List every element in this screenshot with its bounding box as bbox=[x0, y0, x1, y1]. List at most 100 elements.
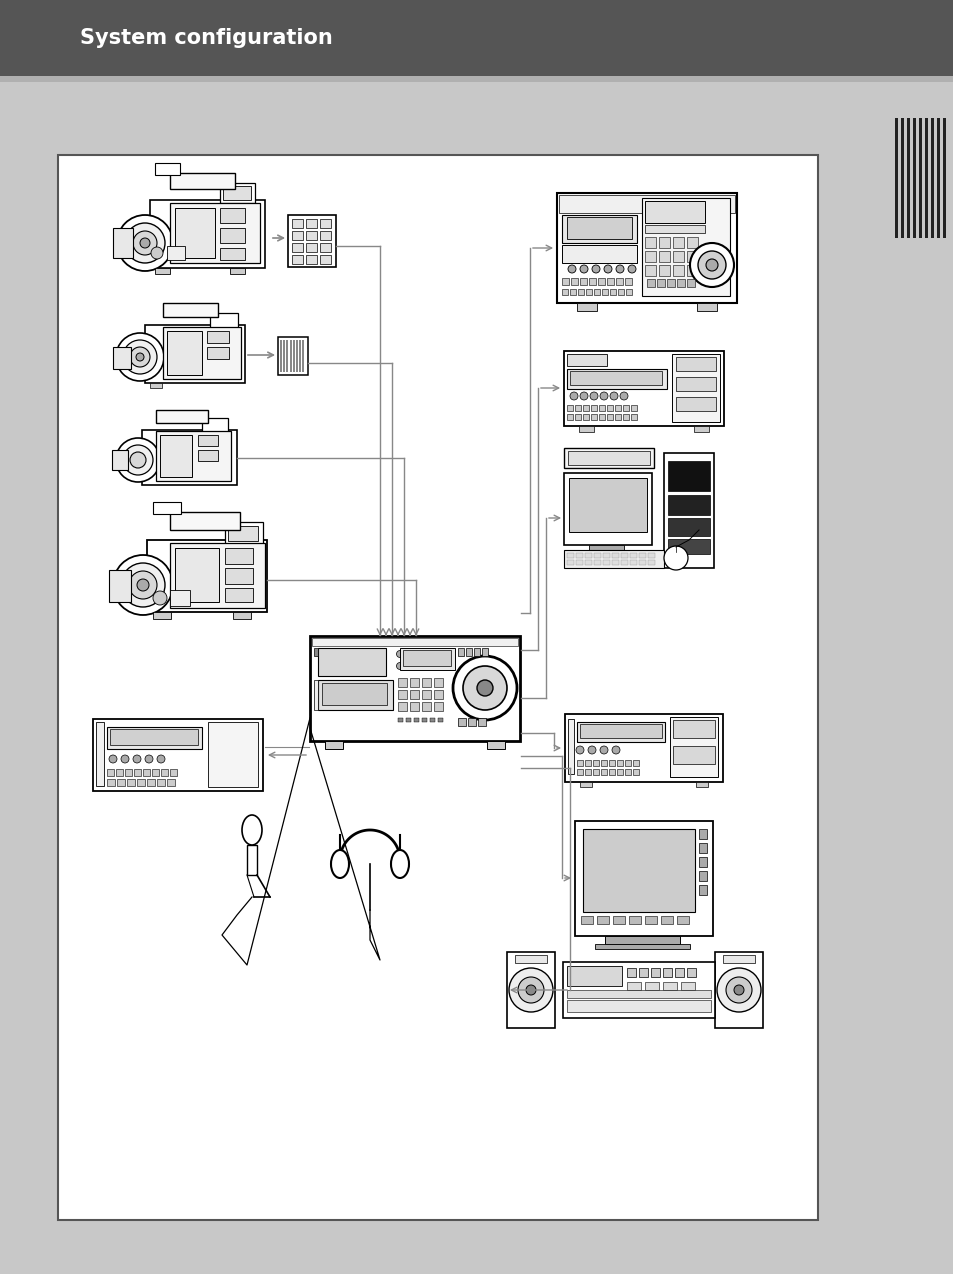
Bar bbox=[672, 747, 714, 764]
Bar bbox=[686, 237, 698, 248]
Bar bbox=[676, 397, 716, 412]
Circle shape bbox=[689, 243, 733, 287]
Bar bbox=[676, 377, 716, 391]
Bar bbox=[220, 183, 254, 203]
Bar bbox=[566, 369, 666, 389]
Circle shape bbox=[109, 755, 117, 763]
Bar bbox=[569, 289, 576, 296]
Bar bbox=[225, 522, 263, 544]
Bar bbox=[174, 548, 219, 603]
Bar bbox=[145, 325, 245, 383]
Circle shape bbox=[125, 223, 165, 262]
Circle shape bbox=[567, 265, 576, 273]
Bar bbox=[247, 845, 256, 875]
Circle shape bbox=[129, 571, 157, 599]
Bar bbox=[170, 173, 234, 189]
Circle shape bbox=[705, 259, 718, 271]
Circle shape bbox=[616, 265, 623, 273]
Bar bbox=[672, 251, 683, 262]
Bar bbox=[647, 561, 655, 564]
Bar bbox=[198, 434, 218, 446]
Circle shape bbox=[579, 265, 587, 273]
Circle shape bbox=[416, 662, 423, 670]
Bar bbox=[663, 454, 713, 568]
Bar bbox=[630, 405, 637, 412]
Bar bbox=[225, 589, 253, 603]
Bar bbox=[644, 237, 656, 248]
Bar bbox=[942, 118, 945, 238]
Bar bbox=[410, 691, 418, 699]
Bar bbox=[220, 208, 245, 223]
Bar bbox=[465, 648, 472, 656]
Ellipse shape bbox=[391, 850, 409, 878]
Bar bbox=[579, 278, 586, 285]
Bar bbox=[150, 200, 265, 268]
Bar bbox=[590, 414, 597, 420]
Bar bbox=[564, 713, 722, 782]
Bar bbox=[696, 782, 707, 787]
Bar bbox=[133, 769, 141, 776]
Circle shape bbox=[587, 747, 596, 754]
Bar bbox=[617, 761, 622, 766]
Bar bbox=[397, 678, 407, 687]
Bar bbox=[312, 638, 517, 646]
Bar bbox=[699, 871, 706, 882]
Circle shape bbox=[137, 578, 149, 591]
Bar bbox=[629, 553, 637, 558]
Circle shape bbox=[406, 651, 413, 657]
Bar bbox=[477, 719, 485, 726]
Circle shape bbox=[569, 392, 578, 400]
Bar bbox=[660, 916, 672, 924]
Bar bbox=[575, 405, 580, 412]
Bar bbox=[167, 331, 202, 375]
Circle shape bbox=[121, 755, 129, 763]
Bar bbox=[580, 916, 593, 924]
Bar bbox=[147, 778, 154, 786]
Bar bbox=[325, 741, 343, 749]
Bar bbox=[457, 648, 463, 656]
Bar bbox=[626, 982, 640, 990]
Bar bbox=[230, 268, 245, 274]
Bar bbox=[406, 719, 411, 722]
Bar bbox=[588, 545, 623, 552]
Bar bbox=[170, 590, 190, 606]
Bar bbox=[900, 118, 903, 238]
Bar bbox=[608, 761, 615, 766]
Bar bbox=[606, 414, 613, 420]
Bar bbox=[686, 279, 695, 287]
Bar bbox=[116, 769, 123, 776]
Bar bbox=[223, 186, 251, 200]
Bar bbox=[198, 450, 218, 461]
Bar bbox=[566, 414, 573, 420]
Bar bbox=[293, 340, 294, 372]
Circle shape bbox=[609, 392, 618, 400]
Bar bbox=[613, 916, 624, 924]
Bar bbox=[602, 561, 609, 564]
Bar bbox=[693, 426, 708, 432]
Bar bbox=[585, 289, 592, 296]
Bar bbox=[608, 769, 615, 775]
Bar bbox=[143, 769, 150, 776]
Bar bbox=[675, 968, 683, 977]
Circle shape bbox=[132, 755, 141, 763]
Bar bbox=[567, 451, 649, 465]
Bar bbox=[225, 548, 253, 564]
Bar bbox=[672, 265, 683, 276]
Bar bbox=[152, 769, 159, 776]
Bar bbox=[667, 461, 709, 490]
Circle shape bbox=[132, 231, 157, 255]
Bar bbox=[615, 414, 620, 420]
Circle shape bbox=[627, 265, 636, 273]
Circle shape bbox=[121, 563, 165, 606]
Bar bbox=[402, 650, 451, 666]
Bar bbox=[578, 426, 594, 432]
Bar bbox=[606, 405, 613, 412]
Bar bbox=[486, 741, 504, 749]
Bar bbox=[659, 265, 669, 276]
Bar bbox=[602, 553, 609, 558]
Circle shape bbox=[116, 438, 160, 482]
Bar bbox=[515, 956, 546, 963]
Bar bbox=[594, 561, 600, 564]
Bar bbox=[662, 982, 677, 990]
Bar bbox=[620, 553, 627, 558]
